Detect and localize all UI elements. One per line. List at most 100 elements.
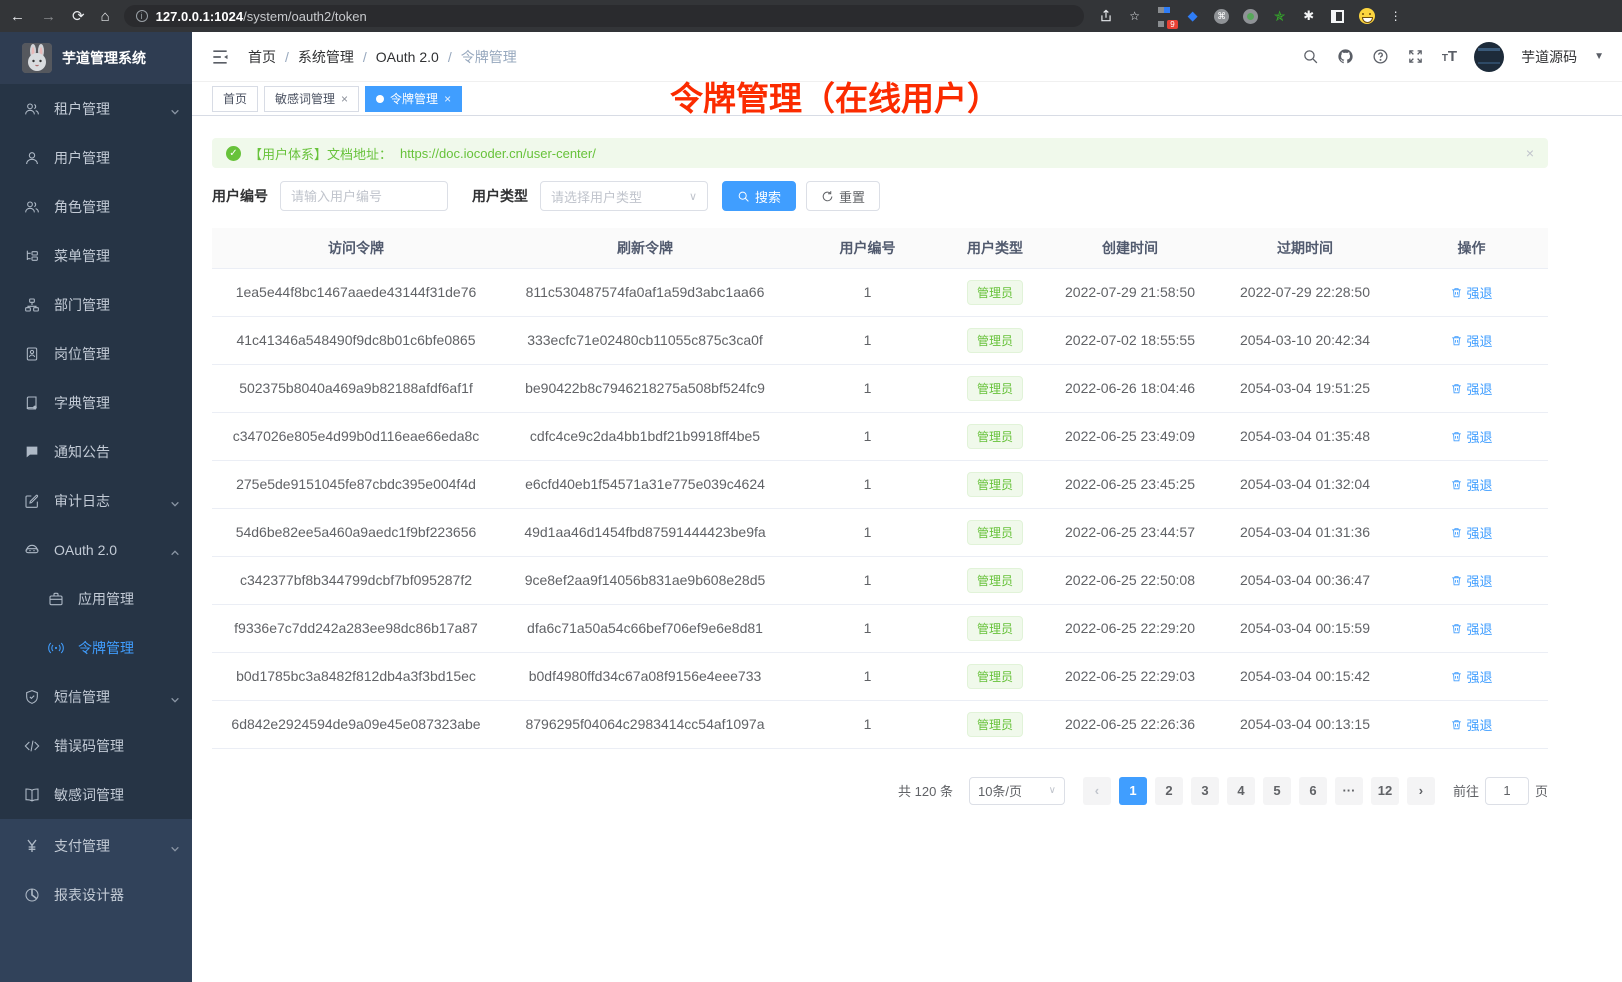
browser-reload-icon[interactable]: ⟳ [72,8,85,25]
force-logout-button[interactable]: 强退 [1450,331,1493,350]
sidebar-item-sensitive[interactable]: 敏感词管理 [0,770,192,819]
tree-icon [24,248,40,264]
username[interactable]: 芋道源码 [1521,48,1578,65]
fullscreen-icon[interactable] [1407,48,1425,66]
address-bar[interactable]: i 127.0.0.1:1024/system/oauth2/token [123,5,1084,27]
user-menu-caret-icon[interactable]: ▼ [1594,51,1604,62]
site-info-icon[interactable]: i [135,10,148,22]
force-logout-button[interactable]: 强退 [1450,619,1493,638]
yen-icon [24,838,40,854]
sidebar-item-report[interactable]: 报表设计器 [0,870,192,919]
search-button[interactable]: 搜索 [722,181,797,211]
alert-close-icon[interactable]: × [1525,145,1534,161]
page-button-5[interactable]: 5 [1262,776,1291,805]
sidepanel-icon[interactable] [1330,8,1346,24]
command-extension-icon[interactable]: ⌘ [1214,8,1230,24]
page-button-1[interactable]: 1 [1118,776,1147,805]
table-row: b0d1785bc3a8482f812db4a3f3bd15ec b0df498… [212,652,1548,701]
sidebar-item-errcode[interactable]: 错误码管理 [0,721,192,770]
code-icon [24,738,40,754]
user-id-input[interactable] [291,188,437,204]
cell-access-token: 1ea5e44f8bc1467aaede43144f31de76 [212,268,500,317]
sidebar-item-sms[interactable]: 短信管理 [0,672,192,721]
sidebar-item-dept[interactable]: 部门管理 [0,280,192,329]
green-star-extension-icon[interactable]: ✯ [1273,7,1286,24]
breadcrumb: 首页 / 系统管理 / OAuth 2.0/ 令牌管理 [248,48,517,65]
page-button-3[interactable]: 3 [1190,776,1219,805]
table-row: 1ea5e44f8bc1467aaede43144f31de76 811c530… [212,268,1548,317]
sidebar-item-post[interactable]: 岗位管理 [0,329,192,378]
cell-created: 2022-06-25 23:44:57 [1045,508,1215,557]
sidebar-item-notice[interactable]: 通知公告 [0,427,192,476]
breadcrumb-oauth[interactable]: OAuth 2.0 [375,48,439,65]
extension-blocks-icon[interactable]: 9 [1156,7,1178,29]
page-button-12[interactable]: 12 [1370,776,1399,805]
force-logout-button[interactable]: 强退 [1450,283,1493,302]
app-logo-row[interactable]: 芋道管理系统 [0,32,192,84]
prev-page-button[interactable]: ‹ [1082,776,1111,805]
font-size-icon[interactable]: TT [1441,48,1458,65]
tab-令牌管理[interactable]: 令牌管理 × [365,85,463,112]
tab-close-icon[interactable]: × [444,91,452,106]
col-user-type: 用户类型 [945,228,1045,269]
sidebar-item-pay[interactable]: 支付管理 [0,821,192,870]
help-icon[interactable] [1372,48,1390,66]
page-button-6[interactable]: 6 [1298,776,1327,805]
table-row: 275e5de9151045fe87cbdc395e004f4d e6cfd40… [212,460,1548,509]
page-button-2[interactable]: 2 [1154,776,1183,805]
cell-user-id: 1 [790,700,945,749]
browser-menu-icon[interactable]: ⋮ [1389,9,1402,23]
goto-page-input[interactable] [1484,776,1529,805]
next-page-button[interactable]: › [1406,776,1435,805]
gem-extension-icon[interactable]: ◆ [1187,8,1198,23]
github-icon[interactable] [1337,48,1355,66]
recorder-extension-icon[interactable] [1243,8,1259,24]
force-logout-button[interactable]: 强退 [1450,475,1493,494]
force-logout-button[interactable]: 强退 [1450,715,1493,734]
cell-refresh-token: 811c530487574fa0af1a59d3abc1aa66 [500,268,790,317]
force-logout-button[interactable]: 强退 [1450,523,1493,542]
tab-敏感词管理[interactable]: 敏感词管理 × [264,85,360,112]
browser-back-icon[interactable]: ← [10,7,25,25]
sidebar-collapse-icon[interactable] [210,47,230,67]
sidebar-item-oauth2[interactable]: OAuth 2.0 [0,525,192,574]
force-logout-button[interactable]: 强退 [1450,571,1493,590]
share-icon[interactable] [1098,8,1114,24]
force-logout-button[interactable]: 强退 [1450,379,1493,398]
user-type-select[interactable]: 请选择用户类型 ∨ [540,181,708,211]
page-size-select[interactable]: 10条/页 ∨ [968,776,1065,805]
browser-forward-icon[interactable]: → [41,7,56,25]
user-type-badge: 管理员 [966,423,1023,449]
profile-avatar-icon[interactable] [1358,8,1375,24]
user-type-badge: 管理员 [966,375,1023,401]
cell-refresh-token: 49d1aa46d1454fbd87591444423be9fa [500,508,790,557]
breadcrumb-system[interactable]: 系统管理 [297,48,354,65]
browser-home-icon[interactable]: ⌂ [100,7,110,25]
search-icon[interactable] [1302,48,1320,66]
sidebar-item-menu[interactable]: 菜单管理 [0,231,192,280]
cell-user-id: 1 [790,316,945,365]
user-type-label: 用户类型 [472,188,528,204]
pager-ellipsis[interactable]: ··· [1334,776,1363,805]
tab-首页[interactable]: 首页 [212,85,259,112]
user-avatar[interactable] [1474,41,1505,72]
sidebar-item-user[interactable]: 用户管理 [0,133,192,182]
reset-button[interactable]: 重置 [806,181,881,211]
sidebar-item-oauth2-token[interactable]: 令牌管理 [0,623,192,672]
sidebar-item-audit-log[interactable]: 审计日志 [0,476,192,525]
cell-created: 2022-06-25 23:45:25 [1045,460,1215,509]
page-button-4[interactable]: 4 [1226,776,1255,805]
force-logout-button[interactable]: 强退 [1450,667,1493,686]
sidebar-item-tenant[interactable]: 租户管理 [0,84,192,133]
pinwheel-extension-icon[interactable]: ✱ [1303,8,1315,23]
force-logout-button[interactable]: 强退 [1450,427,1493,446]
sidebar-item-dict[interactable]: 字典管理 [0,378,192,427]
cell-user-id: 1 [790,364,945,413]
sidebar-item-role[interactable]: 角色管理 [0,182,192,231]
breadcrumb-home[interactable]: 首页 [248,48,276,65]
sidebar-item-oauth2-app[interactable]: 应用管理 [0,574,192,623]
alert-doc-link[interactable]: https://doc.iocoder.cn/user-center/ [400,145,596,161]
select-caret-icon: ∨ [688,190,697,203]
tab-close-icon[interactable]: × [341,91,349,106]
bookmark-star-icon[interactable]: ☆ [1129,9,1141,23]
